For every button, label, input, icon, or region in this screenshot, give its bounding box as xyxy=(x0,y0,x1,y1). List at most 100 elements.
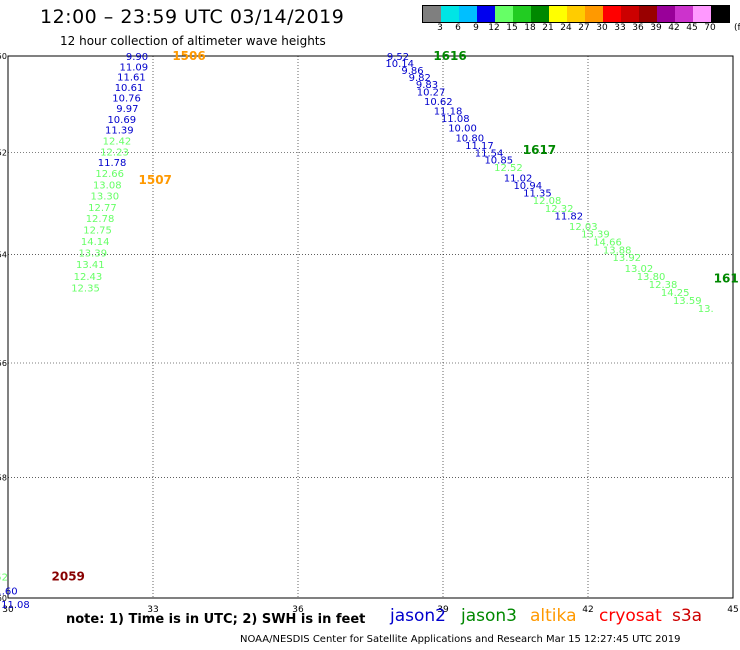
wave-height-value: 10.85 xyxy=(484,156,513,167)
wave-height-value: 13.59 xyxy=(673,296,702,307)
legend-item-jason3: jason3 xyxy=(461,606,517,626)
pass-time-label: 1506 xyxy=(172,49,205,63)
color-scale-tick: 12 xyxy=(488,23,500,33)
color-scale-swatch xyxy=(567,6,585,22)
wave-height-value: 14.66 xyxy=(593,237,622,248)
wave-height-value: 11.54 xyxy=(475,148,504,159)
wave-height-value: 13.39 xyxy=(78,248,107,259)
wave-height-value: 12.43 xyxy=(74,272,103,283)
wave-height-value: 11.39 xyxy=(105,126,134,137)
color-scale-tick: 36 xyxy=(632,23,644,33)
color-scale-swatch xyxy=(549,6,567,22)
color-scale-swatch xyxy=(675,6,693,22)
pass-time-label: 1616 xyxy=(433,49,466,63)
legend-item-s3a: s3a xyxy=(672,606,703,626)
wave-height-value: 9.82 xyxy=(409,73,431,84)
wave-height-value: 10.69 xyxy=(107,115,136,126)
wave-height-value: 12.08 xyxy=(533,196,562,207)
color-scale-bar xyxy=(422,5,730,23)
wave-height-value: 11.08 xyxy=(441,114,470,125)
wave-height-value: 10.80 xyxy=(455,133,484,144)
color-scale-tick: 18 xyxy=(524,23,536,33)
longitude-tick-label: 45 xyxy=(727,605,738,615)
color-scale-swatch xyxy=(531,6,549,22)
wave-height-value: 14.25 xyxy=(661,288,690,299)
color-scale-tick: 24 xyxy=(560,23,572,33)
footer-note: note: 1) Time is in UTC; 2) SWH is in fe… xyxy=(66,612,366,627)
wave-height-value: 12.66 xyxy=(95,169,124,180)
color-scale-tick: 21 xyxy=(542,23,554,33)
wave-height-value: 13.39 xyxy=(581,230,610,241)
color-scale-tick: 70 xyxy=(704,23,716,33)
color-scale-swatch xyxy=(657,6,675,22)
color-scale-swatch xyxy=(477,6,495,22)
color-scale-swatch xyxy=(621,6,639,22)
color-scale-swatch xyxy=(423,6,441,22)
wave-height-value: 13. xyxy=(698,304,714,315)
wave-height-value: 13.30 xyxy=(91,192,120,203)
wave-height-value: 11.08 xyxy=(1,600,30,611)
wave-height-value: 12.32 xyxy=(545,204,574,215)
color-scale-tick: 30 xyxy=(596,23,608,33)
wave-height-value: 11.09 xyxy=(120,62,149,73)
wave-height-value: 12.42 xyxy=(103,136,132,147)
wave-height-value: 11.60 xyxy=(0,587,18,598)
wave-height-value: 12.35 xyxy=(71,284,100,295)
wave-height-value: 12.38 xyxy=(649,280,678,291)
legend-item-altika: altika xyxy=(530,606,577,626)
latitude-tick-label: -56 xyxy=(0,359,7,368)
map-frame xyxy=(7,55,734,599)
longitude-tick-label: 33 xyxy=(147,605,158,615)
wave-height-value: 10.00 xyxy=(448,124,477,135)
wave-height-value: 10.61 xyxy=(115,83,144,94)
wave-height-value: 14.14 xyxy=(81,237,110,248)
color-scale-tick: 33 xyxy=(614,23,626,33)
wave-height-value: 13.08 xyxy=(93,180,122,191)
page-title: 12:00 – 23:59 UTC 03/14/2019 xyxy=(40,6,345,28)
color-scale-swatch xyxy=(603,6,621,22)
color-scale-tick: 27 xyxy=(578,23,590,33)
wave-height-value: 13.41 xyxy=(76,260,105,271)
pass-time-label: 1617 xyxy=(523,143,556,157)
pass-time-label: 1507 xyxy=(139,173,172,187)
longitude-tick-label: 30 xyxy=(2,605,14,615)
color-scale-tick: 45 xyxy=(686,23,698,33)
wave-height-value: 13.88 xyxy=(603,245,632,256)
wave-height-value: 9.90 xyxy=(126,52,148,63)
wave-height-value: 9.97 xyxy=(116,104,138,115)
longitude-tick-label: 36 xyxy=(292,605,304,615)
wave-height-value: 13.80 xyxy=(637,272,666,283)
color-scale-swatch xyxy=(693,6,711,22)
wave-height-value: 12.23 xyxy=(100,147,129,158)
color-scale-tick: 9 xyxy=(473,23,479,33)
longitude-tick-label: 42 xyxy=(582,605,593,615)
wave-height-value: 11.35 xyxy=(523,188,552,199)
wave-height-value: 12.52 xyxy=(494,163,523,174)
wave-height-value: 10.27 xyxy=(417,87,446,98)
latitude-tick-label: -58 xyxy=(0,473,7,482)
color-scale-tick: 39 xyxy=(650,23,662,33)
legend-item-cryosat: cryosat xyxy=(599,606,662,626)
color-scale-tick: 15 xyxy=(506,23,518,33)
pass-time-label: 2059 xyxy=(52,569,85,583)
latitude-tick-label: -54 xyxy=(0,251,7,260)
latitude-tick-label: -50 xyxy=(0,52,7,61)
wave-height-value: 12.03 xyxy=(569,222,598,233)
wave-height-value: 10.14 xyxy=(385,59,414,70)
wave-height-value: 11.02 xyxy=(504,173,533,184)
wave-height-value: 10.94 xyxy=(513,181,542,192)
wave-height-value: 12.52 xyxy=(0,572,8,583)
wave-height-value: 11.61 xyxy=(117,73,146,84)
wave-height-value: 13.02 xyxy=(625,264,654,275)
latitude-tick-label: -52 xyxy=(0,148,7,157)
legend-item-jason2: jason2 xyxy=(390,606,446,626)
wave-height-value: 12.78 xyxy=(86,214,115,225)
color-scale-tick: 42 xyxy=(668,23,680,33)
color-scale-swatch xyxy=(639,6,657,22)
wave-height-value: 11.17 xyxy=(465,141,494,152)
color-scale-unit: (ft) xyxy=(734,23,740,33)
wave-height-value: 11.82 xyxy=(555,212,584,223)
wave-height-value: 13.92 xyxy=(613,253,642,264)
wave-height-value: 9.83 xyxy=(416,80,438,91)
